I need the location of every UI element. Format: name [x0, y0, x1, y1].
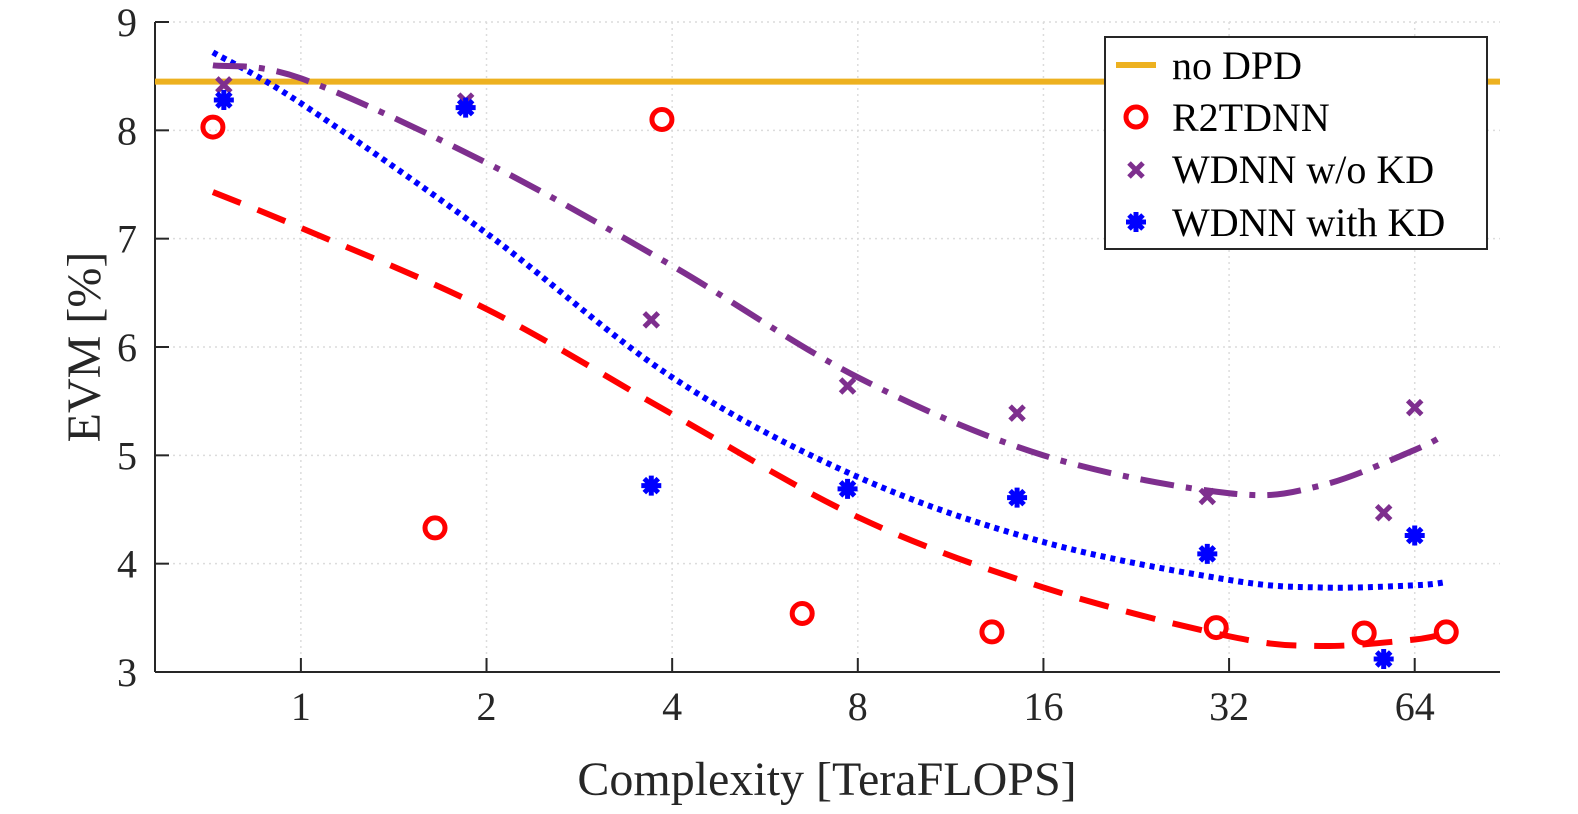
legend-label-r2tdnn: R2TDNN: [1172, 95, 1330, 140]
marker-wdnn-w-o-kd: [1405, 398, 1424, 417]
legend: no DPD R2TDNN WDNN w/o KD WDNN with KD: [1104, 36, 1488, 250]
y-tick-label: 3: [117, 650, 137, 695]
y-tick-label: 5: [117, 433, 137, 478]
marker-wdnn-w-o-kd: [642, 311, 661, 329]
fit-curve-dashed: [211, 189, 1447, 650]
marker-r2tdnn: [1203, 615, 1229, 641]
marker-wdnn-w-o-kd: [215, 76, 233, 94]
marker-r2tdnn: [789, 601, 815, 626]
legend-label-no-dpd: no DPD: [1172, 43, 1302, 88]
marker-wdnn-with-kd-core: [843, 484, 853, 494]
legend-markers: [1123, 104, 1149, 232]
y-tick-label: 7: [117, 217, 137, 262]
marker-wdnn-w-o-kd: [1374, 503, 1393, 522]
marker-wdnn-w-o-kd: [1198, 487, 1217, 506]
x-tick-label: 32: [1209, 684, 1249, 729]
legend-marker-x: [1127, 161, 1145, 179]
legend-marker-circle: [1123, 104, 1149, 130]
axes: [154, 21, 1500, 673]
marker-wdnn-with-kd-core: [1410, 531, 1420, 540]
marker-wdnn-with-kd-core: [1202, 549, 1212, 559]
x-axis-label: Complexity [TeraFLOPS]: [577, 753, 1076, 806]
marker-wdnn-w-o-kd: [838, 377, 857, 395]
x-tick-label: 1: [291, 684, 311, 729]
x-tick-label: 8: [848, 684, 868, 729]
marker-wdnn-with-kd-core: [461, 103, 471, 113]
y-tick-label: 8: [117, 108, 137, 153]
fit-curves: [211, 49, 1448, 650]
marker-r2tdnn: [979, 619, 1005, 645]
marker-wdnn-w-o-kd: [1008, 404, 1026, 422]
x-tick-label: 4: [662, 684, 682, 729]
y-tick-label: 9: [117, 0, 137, 45]
marker-r2tdnn: [422, 515, 448, 541]
data-markers: [200, 76, 1459, 669]
fit-curve-dashdot: [212, 62, 1448, 499]
marker-wdnn-with-kd-core: [1379, 654, 1389, 664]
marker-wdnn-with-kd-core: [219, 95, 229, 105]
marker-r2tdnn: [200, 114, 226, 140]
tick-labels: 1 2 4 8 16 32 64 3 4 5 6 7 8 9: [117, 0, 1435, 729]
legend-box: [1104, 36, 1488, 250]
fit-curve-dotted: [211, 49, 1447, 591]
y-tick-label: 4: [117, 542, 137, 587]
y-axis-label: EVM [%]: [58, 252, 111, 443]
legend-label-wdnn-with-kd: WDNN with KD: [1172, 200, 1445, 245]
x-tick-label: 64: [1395, 684, 1435, 729]
y-tick-label: 6: [117, 325, 137, 370]
marker-r2tdnn: [649, 107, 675, 132]
marker-r2tdnn: [1351, 620, 1377, 646]
legend-label-wdnn-wo-kd: WDNN w/o KD: [1172, 147, 1434, 192]
marker-r2tdnn: [1433, 619, 1459, 645]
x-tick-label: 2: [477, 684, 497, 729]
legend-marker-asterisk-core: [1131, 217, 1141, 227]
x-tick-label: 16: [1023, 684, 1063, 729]
marker-wdnn-with-kd-core: [1012, 493, 1022, 503]
marker-wdnn-with-kd-core: [646, 481, 656, 491]
